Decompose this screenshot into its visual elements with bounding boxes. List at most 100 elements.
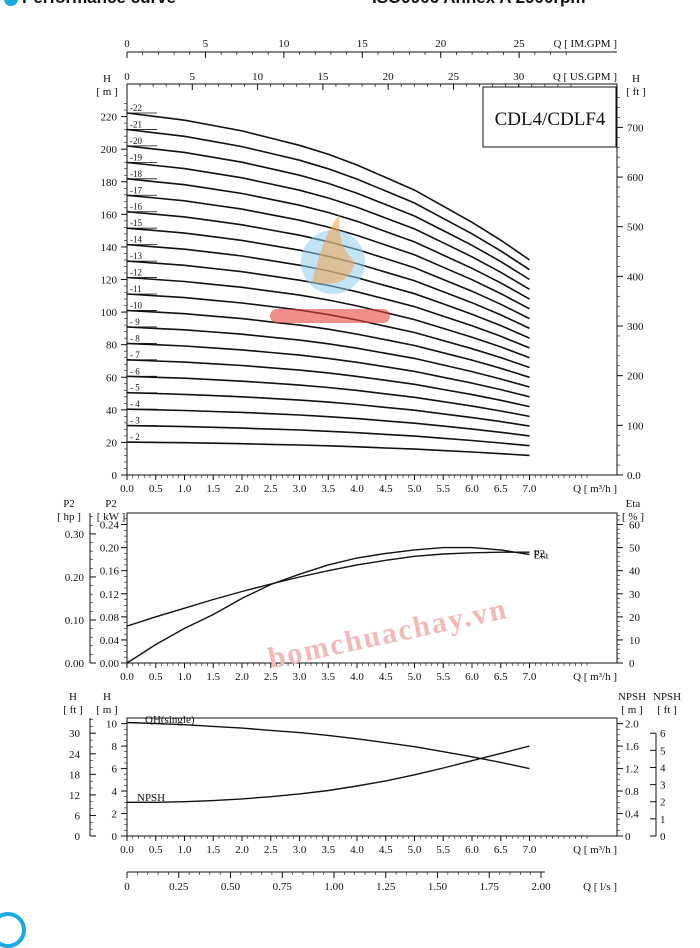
stage-label: -21 [130, 119, 142, 129]
p2-kw-tick-label: 0.04 [100, 635, 120, 647]
npsh-x-tick-label: 7.0 [523, 844, 537, 856]
head-left-tick-label: 180 [101, 177, 118, 189]
us-gpm-tick-label: 25 [448, 71, 460, 83]
chart-section-title: Performance curve [22, 0, 176, 8]
npsh-m-tick-label: 0.4 [625, 809, 639, 821]
ls-axis-label: Q [ l/s ] [583, 881, 617, 893]
npsh-m-axis-unit: [ m ] [621, 704, 642, 716]
us-gpm-tick-label: 15 [317, 71, 329, 83]
head-right-tick-label: 300 [627, 321, 644, 333]
p2-hp-tick-label: 0.20 [65, 572, 85, 584]
power-x-tick-label: 5.0 [408, 671, 422, 683]
us-gpm-tick-label: 30 [513, 71, 525, 83]
npsh-m-axis-title: NPSH [618, 691, 646, 703]
model-label-box [482, 86, 617, 148]
head-right-tick-label: 500 [627, 222, 644, 234]
stage-label: -20 [130, 136, 142, 146]
h-m-tick-label: 8 [112, 741, 118, 753]
p2-kw-tick-label: 0.12 [100, 589, 119, 601]
model-label: CDL4/CDLF4 [495, 109, 606, 130]
stage-curve-9 [126, 326, 530, 388]
npsh-ft-tick-label: 1 [660, 814, 666, 826]
p2-hp-tick-label: 0.10 [65, 615, 85, 627]
npsh-x-tick-label: 5.0 [408, 844, 422, 856]
stage-curve-8 [126, 342, 530, 398]
im-gpm-tick-label: 0 [124, 38, 130, 50]
head-x-tick-label: 7.0 [523, 483, 537, 495]
series-line-p2 [126, 551, 530, 627]
npsh-ft-axis-title: NPSH [653, 691, 681, 703]
stage-label: - 3 [130, 416, 140, 426]
stage-label: -11 [130, 284, 142, 294]
stage-curve-12 [126, 276, 530, 359]
watermark-flame-icon [312, 214, 355, 284]
head-x-tick-label: 1.0 [178, 483, 192, 495]
stage-label: - 7 [130, 350, 140, 360]
h-ft-tick-label: 6 [75, 810, 81, 822]
p2-kw-axis-unit: [ kW ] [97, 511, 126, 523]
im-gpm-tick-label: 25 [514, 38, 526, 50]
series-label-p2: P2 [534, 548, 546, 560]
p2-kw-tick-label: 0.00 [100, 658, 120, 670]
eta-tick-label: 30 [629, 589, 641, 601]
power-x-tick-label: 4.5 [379, 671, 393, 683]
head-right-axis-unit: [ ft ] [626, 86, 646, 98]
head-left-tick-label: 80 [106, 340, 118, 352]
im-gpm-tick-label: 10 [278, 38, 290, 50]
stage-label: -16 [130, 202, 142, 212]
power-x-tick-label: 3.0 [293, 671, 307, 683]
npsh-ft-tick-label: 3 [660, 780, 666, 792]
npsh-ft-tick-label: 2 [660, 797, 666, 809]
im-gpm-tick-label: 20 [435, 38, 447, 50]
p2-kw-tick-label: 0.08 [100, 612, 120, 624]
stage-curve-4 [126, 408, 530, 437]
h-ft-tick-label: 0 [75, 831, 81, 843]
series-label-qh: QH(single) [145, 714, 195, 726]
eta-tick-label: 50 [629, 543, 641, 555]
ls-tick-label: 0.50 [221, 881, 241, 893]
ls-tick-label: 2.00 [531, 881, 551, 893]
head-left-tick-label: 0 [112, 470, 118, 482]
test-standard-label: ISO9906 Annex A 2900rpm [372, 0, 586, 8]
head-left-tick-label: 200 [101, 144, 118, 156]
eta-tick-label: 40 [629, 566, 641, 578]
h-m-tick-label: 6 [112, 764, 118, 776]
ls-tick-label: 0 [124, 881, 130, 893]
stage-label: -10 [130, 300, 142, 310]
head-right-tick-label: 700 [627, 122, 644, 134]
stage-label: - 5 [130, 383, 140, 393]
stage-label: - 6 [130, 366, 140, 376]
stage-label: -17 [130, 185, 142, 195]
npsh-m-tick-label: 1.6 [625, 741, 639, 753]
stage-label: -19 [130, 152, 142, 162]
npsh-m-tick-label: 1.2 [625, 764, 639, 776]
npsh-x-tick-label: 4.5 [379, 844, 393, 856]
npsh-plot-frame [126, 717, 618, 837]
stage-label: -18 [130, 169, 142, 179]
h-ft-tick-label: 30 [69, 728, 81, 740]
head-right-tick-label: 0.0 [627, 470, 641, 482]
stage-label: -12 [130, 268, 142, 278]
series-line-eta [126, 546, 530, 664]
im-gpm-tick-label: 15 [357, 38, 369, 50]
head-left-tick-label: 100 [101, 307, 118, 319]
head-x-axis-label: Q [ m³/h ] [573, 483, 617, 495]
power-x-tick-label: 2.5 [264, 671, 278, 683]
eta-axis-title: Eta [626, 498, 641, 510]
power-x-tick-label: 7.0 [523, 671, 537, 683]
h-ft-axis-title: H [69, 691, 77, 703]
head-right-tick-label: 100 [627, 420, 644, 432]
stage-label: - 9 [130, 317, 140, 327]
power-x-axis-label: Q [ m³/h ] [573, 671, 617, 683]
h-ft-axis-unit: [ ft ] [63, 704, 83, 716]
us-gpm-tick-label: 20 [383, 71, 395, 83]
series-line-qh [126, 721, 530, 770]
us-gpm-tick-label: 5 [190, 71, 196, 83]
eta-axis-unit: [ % ] [622, 511, 644, 523]
npsh-ft-tick-label: 6 [660, 728, 666, 740]
npsh-x-tick-label: 2.0 [235, 844, 249, 856]
eta-tick-label: 0 [629, 658, 635, 670]
head-left-tick-label: 220 [101, 112, 118, 124]
eta-tick-label: 20 [629, 612, 641, 624]
